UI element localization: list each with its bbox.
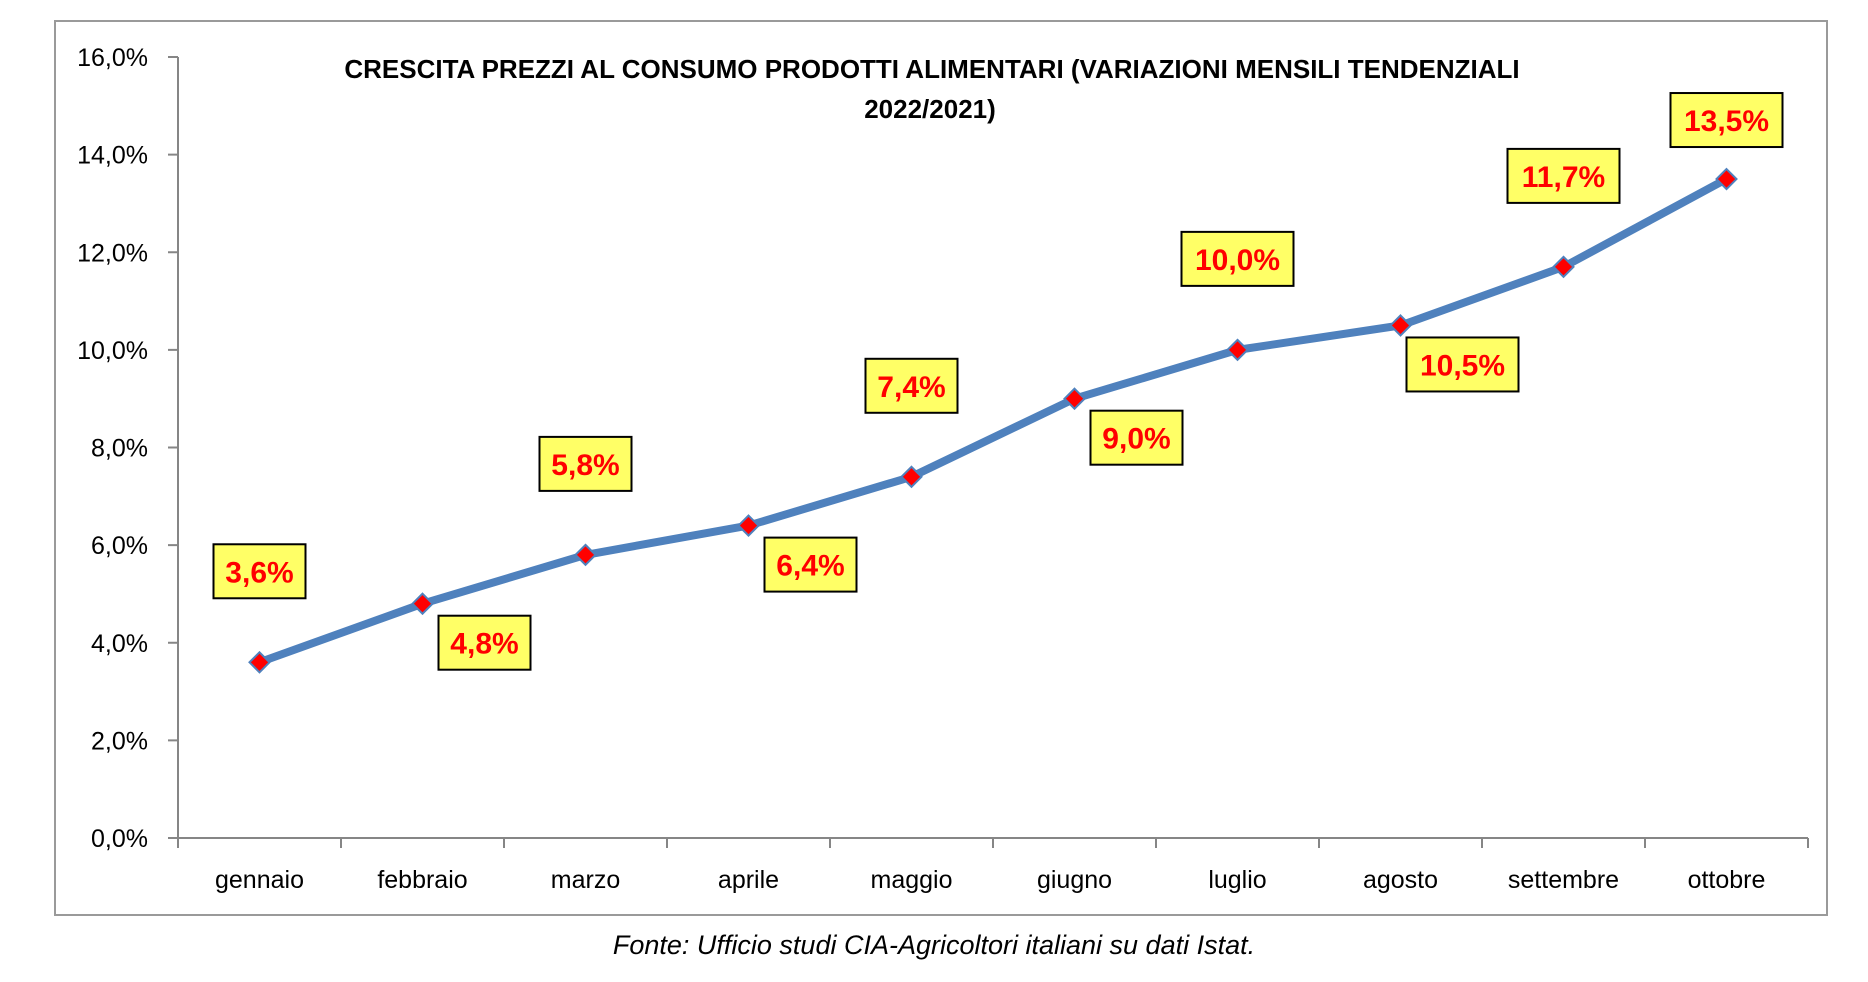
y-tick-label: 4,0% — [91, 630, 148, 658]
data-label-text: 11,7% — [1522, 161, 1605, 194]
chart-title-line: CRESCITA PREZZI AL CONSUMO PRODOTTI ALIM… — [344, 54, 1519, 84]
data-label-text: 10,0% — [1195, 244, 1280, 277]
data-point-marker — [411, 592, 434, 616]
y-tick-labels: 0,0% 2,0% 4,0% 6,0% 8,0% 10,0% 12,0% 14,0% 16,0% — [77, 44, 148, 853]
data-label: 11,7% — [1506, 147, 1621, 204]
data-label: 7,4% — [864, 357, 959, 414]
x-tick-label: maggio — [871, 866, 953, 894]
data-label-box — [1506, 147, 1621, 204]
data-point-marker — [1715, 167, 1738, 191]
data-labels: 3,6% 4,8% 5,8% 6,4% 7,4% 9,0% 10,0% 10,5% 11,7% 1… — [212, 92, 1784, 671]
data-label-box — [437, 614, 532, 671]
y-tick-label: 2,0% — [91, 727, 148, 755]
data-label: 5,8% — [538, 435, 633, 492]
data-label-box — [1089, 409, 1184, 466]
data-point-marker — [1552, 255, 1575, 279]
y-tick-label: 8,0% — [91, 435, 148, 463]
data-label-text: 7,4% — [877, 371, 945, 404]
data-label: 3,6% — [212, 543, 307, 600]
data-label-box — [212, 543, 307, 600]
data-point-marker — [900, 465, 923, 489]
x-tick-label: giugno — [1037, 866, 1112, 894]
x-tick-label: ottobre — [1688, 866, 1766, 894]
data-point-marker — [1226, 338, 1249, 362]
data-label-text: 10,5% — [1420, 349, 1505, 382]
data-label-text: 5,8% — [551, 449, 619, 482]
data-label-text: 6,4% — [776, 550, 844, 583]
source-caption: Fonte: Ufficio studi CIA-Agricoltori ita… — [612, 930, 1256, 960]
data-label: 10,5% — [1405, 336, 1520, 393]
data-point-marker — [574, 543, 597, 567]
x-tick-label: settembre — [1508, 866, 1619, 894]
data-label-text: 3,6% — [225, 556, 293, 589]
y-tick-label: 16,0% — [77, 44, 148, 72]
x-tick-label: agosto — [1363, 866, 1438, 894]
data-label: 6,4% — [763, 536, 858, 593]
data-label-text: 4,8% — [450, 628, 518, 661]
data-label-box — [864, 357, 959, 414]
chart-axes — [168, 56, 1809, 848]
data-label-text: 9,0% — [1102, 423, 1170, 456]
y-tick-label: 6,0% — [91, 532, 148, 560]
y-tick-label: 14,0% — [77, 142, 148, 170]
y-tick-label: 12,0% — [77, 239, 148, 267]
series-polyline — [255, 175, 1731, 667]
data-label-box — [1405, 336, 1520, 393]
data-label: 10,0% — [1180, 230, 1295, 287]
x-tick-label: luglio — [1208, 866, 1266, 894]
data-markers — [248, 167, 1738, 674]
y-tick-label: 10,0% — [77, 337, 148, 365]
data-label-box — [1669, 92, 1784, 149]
data-point-marker — [1063, 387, 1086, 411]
data-label: 13,5% — [1669, 92, 1784, 149]
x-tick-label: marzo — [551, 866, 620, 894]
data-label-box — [1180, 230, 1295, 287]
data-point-marker — [1389, 314, 1412, 337]
data-label: 4,8% — [437, 614, 532, 671]
series-line — [255, 175, 1731, 667]
data-label: 9,0% — [1089, 409, 1184, 466]
x-tick-labels: gennaio febbraio marzo aprile maggio giugno lu… — [215, 866, 1765, 894]
x-tick-label: aprile — [718, 866, 779, 894]
x-tick-label: febbraio — [377, 866, 467, 894]
chart-title: CRESCITA PREZZI AL CONSUMO PRODOTTI ALIM… — [344, 54, 1519, 124]
x-tick-label: gennaio — [215, 866, 304, 894]
data-point-marker — [737, 514, 760, 538]
y-tick-label: 0,0% — [91, 825, 148, 853]
data-point-marker — [248, 650, 271, 674]
chart-title-line: 2022/2021) — [864, 94, 996, 124]
data-label-text: 13,5% — [1684, 105, 1769, 138]
data-label-box — [763, 536, 858, 593]
data-label-box — [538, 435, 633, 492]
